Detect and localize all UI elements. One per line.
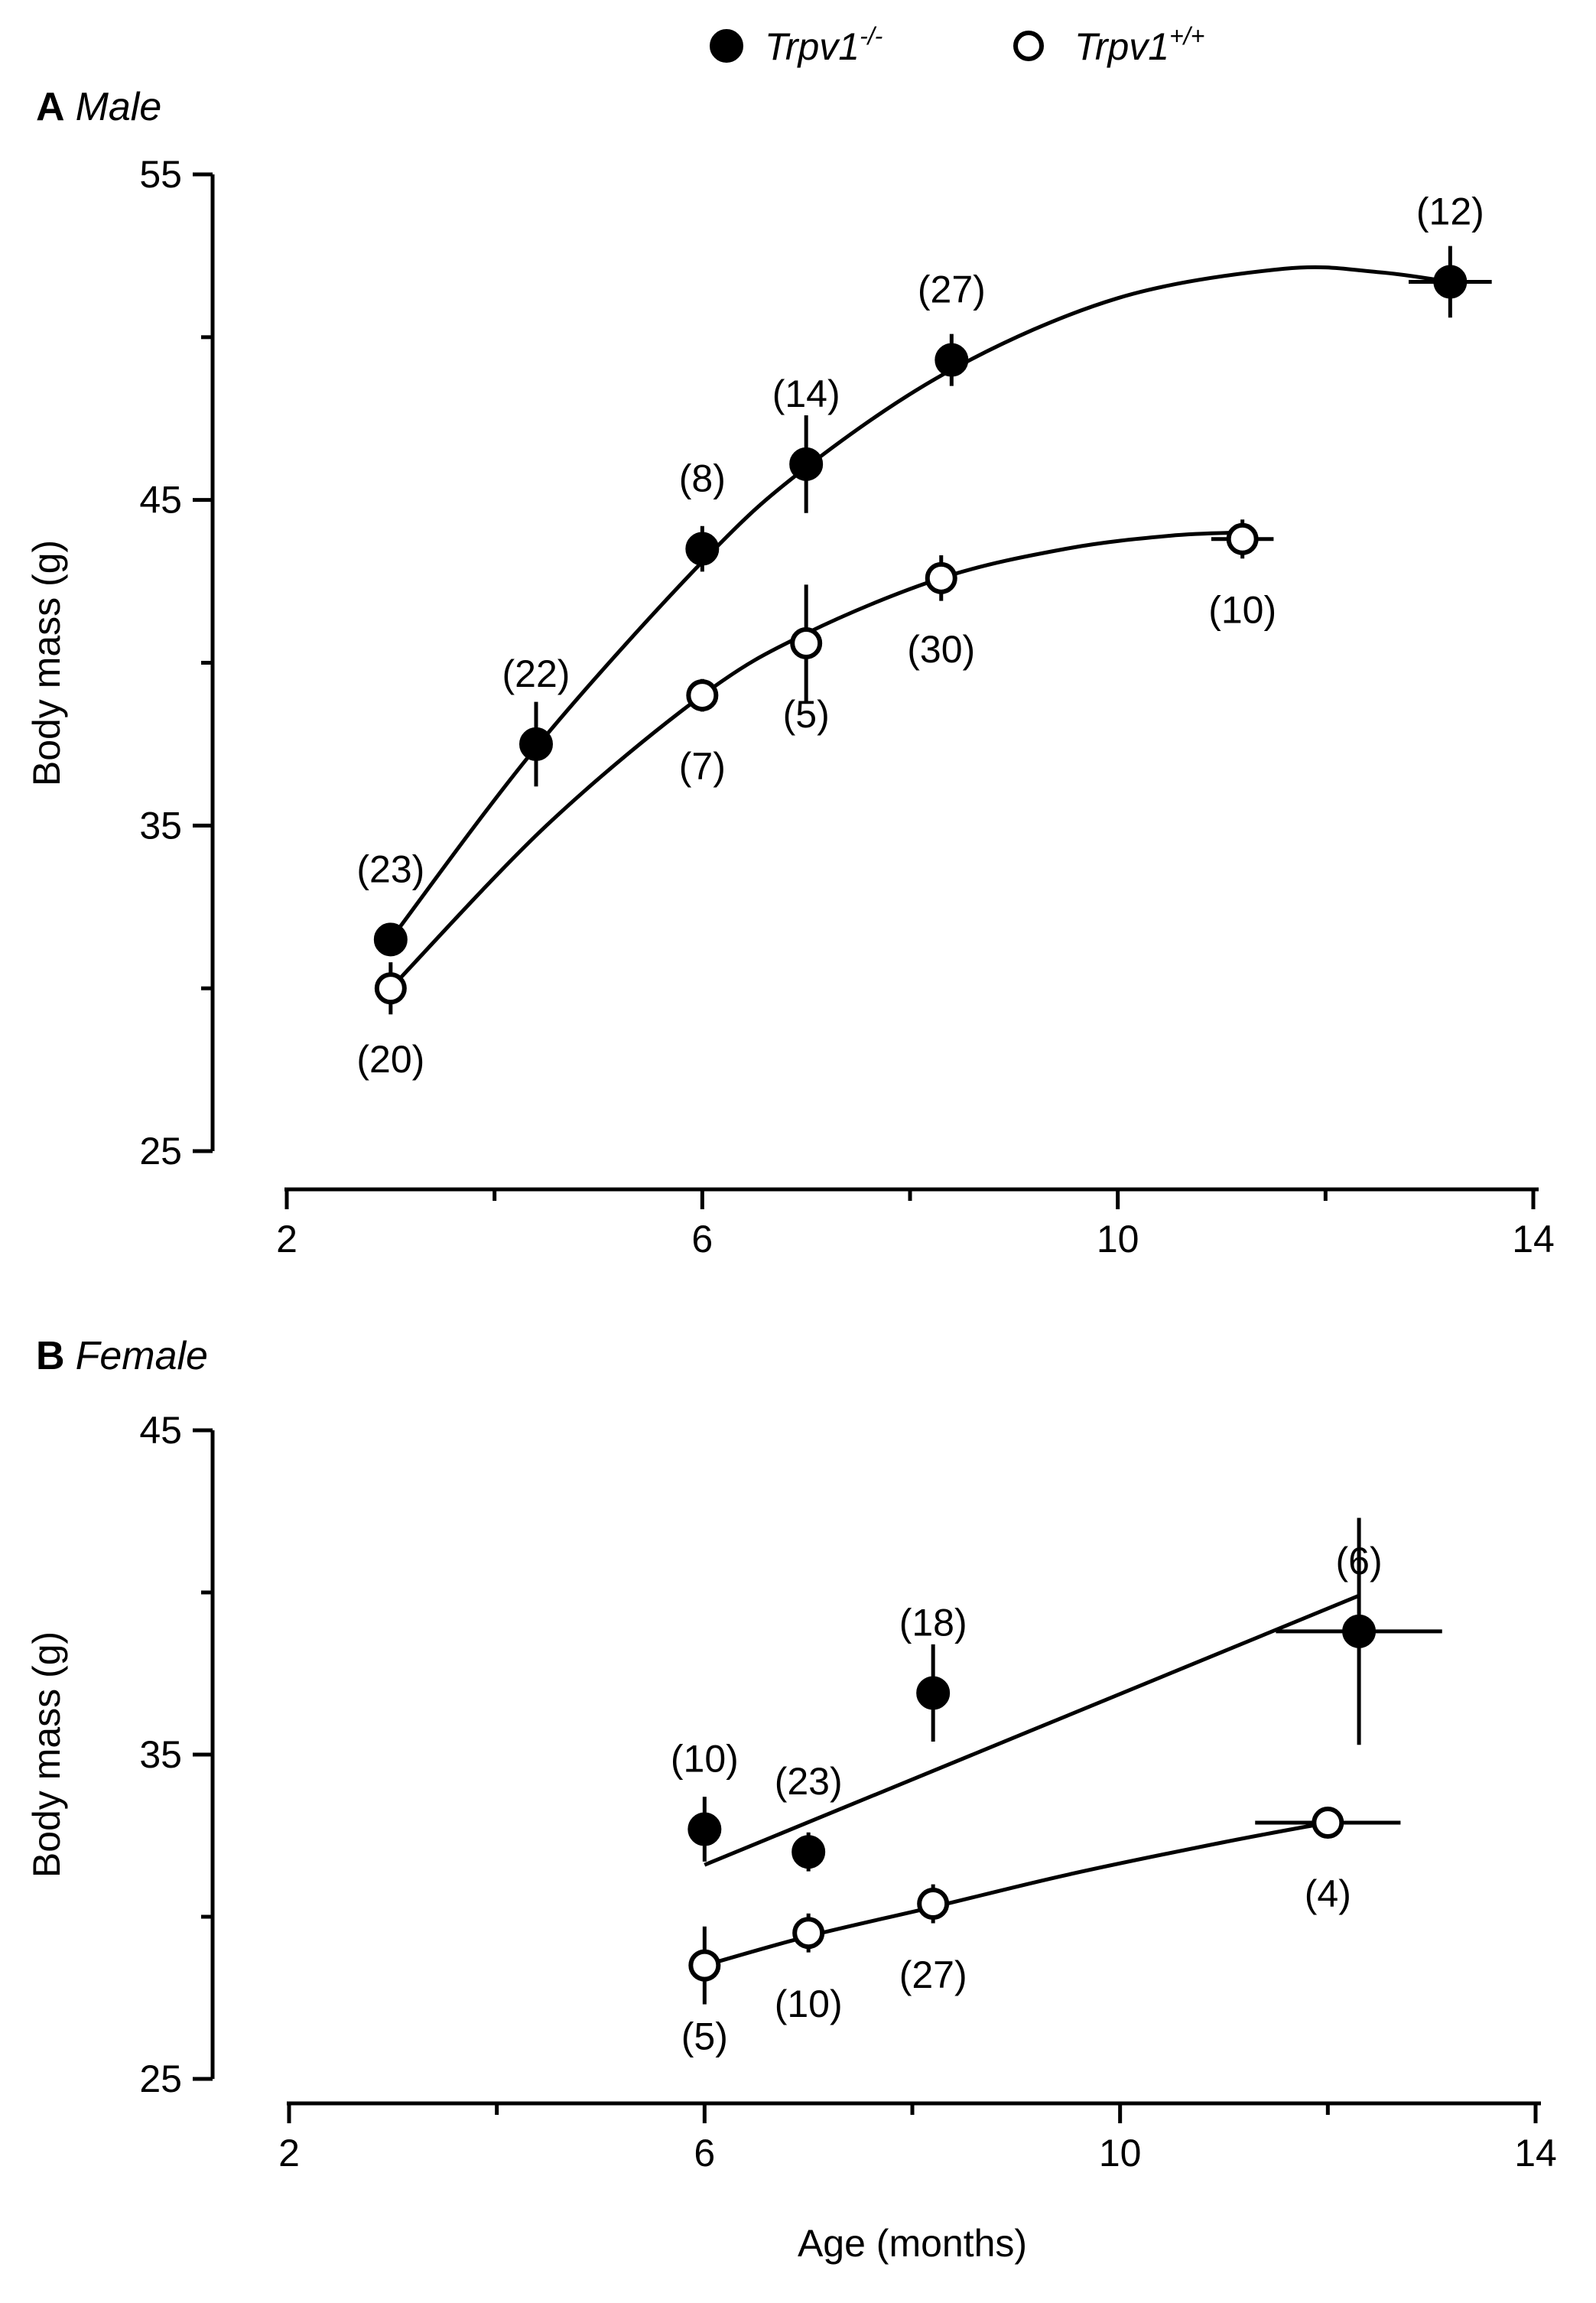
data-point bbox=[1226, 522, 1259, 555]
sample-size-label: (10) bbox=[671, 1738, 739, 1781]
x-tick-label: 6 bbox=[694, 2132, 715, 2175]
data-point bbox=[373, 922, 408, 957]
y-tick-label: 35 bbox=[139, 1733, 182, 1776]
data-point bbox=[925, 561, 957, 594]
sample-size-label: (4) bbox=[1305, 1872, 1351, 1915]
x-tick-label: 14 bbox=[1512, 1218, 1555, 1260]
y-axis-title: Body mass (g) bbox=[25, 540, 68, 786]
panel-label: B Female bbox=[36, 1334, 208, 1378]
y-tick-label: 55 bbox=[139, 153, 182, 196]
panel-label: A Male bbox=[36, 85, 161, 129]
data-point bbox=[688, 1949, 721, 1982]
sample-size-label: (18) bbox=[899, 1601, 967, 1644]
y-tick-label: 25 bbox=[139, 1130, 182, 1173]
x-tick-label: 10 bbox=[1097, 1218, 1139, 1260]
data-point bbox=[519, 727, 553, 761]
sample-size-label: (6) bbox=[1336, 1540, 1383, 1582]
data-point bbox=[686, 679, 719, 712]
series-knockout: (10) (23) (18) (6) bbox=[671, 1517, 1442, 1872]
fit-curve bbox=[388, 530, 1243, 990]
series-knockout: (23) (22) (8) (14) (27) (12) bbox=[356, 190, 1492, 957]
legend-label-knockout: Trpv1-/- bbox=[765, 22, 883, 68]
legend: Trpv1-/- Trpv1+/+ bbox=[710, 22, 1204, 68]
data-point bbox=[935, 343, 969, 377]
x-axis-title: Age (months) bbox=[798, 2222, 1027, 2265]
sample-size-label: (22) bbox=[502, 652, 570, 695]
panel-a-male: A Male 25 35 45 55 Body mass (g) 2 6 10 14 (23) (22)… bbox=[25, 85, 1555, 1260]
sample-size-label: (10) bbox=[1208, 589, 1276, 632]
legend-marker-wildtype bbox=[1013, 31, 1044, 61]
sample-size-label: (27) bbox=[918, 268, 986, 311]
sample-size-label: (7) bbox=[679, 745, 726, 788]
data-point bbox=[1312, 1807, 1344, 1839]
fit-curve bbox=[704, 1593, 1360, 1867]
legend-label-wildtype: Trpv1+/+ bbox=[1074, 22, 1204, 68]
y-axis-title: Body mass (g) bbox=[25, 1631, 68, 1878]
data-point bbox=[1433, 265, 1468, 299]
sample-size-label: (8) bbox=[679, 457, 726, 500]
y-tick-label: 25 bbox=[139, 2057, 182, 2100]
sample-size-label: (23) bbox=[356, 847, 424, 890]
data-point bbox=[685, 532, 720, 566]
sample-size-label: (27) bbox=[899, 1953, 967, 1996]
data-point bbox=[1342, 1614, 1377, 1648]
sample-size-label: (5) bbox=[783, 693, 830, 736]
y-tick-label: 45 bbox=[139, 479, 182, 522]
y-tick-label: 35 bbox=[139, 804, 182, 847]
data-point bbox=[916, 1676, 951, 1710]
series-wildtype: (20) (7) (5) (30) (10) bbox=[356, 519, 1276, 1081]
data-point bbox=[374, 972, 407, 1005]
y-tick-label: 45 bbox=[139, 1409, 182, 1452]
panel-b-female: B Female 25 35 45 Body mass (g) 2 6 10 14 Age (mon… bbox=[25, 1334, 1557, 2265]
data-point bbox=[789, 447, 824, 481]
sample-size-label: (12) bbox=[1416, 190, 1484, 233]
sample-size-label: (20) bbox=[356, 1038, 424, 1081]
data-point bbox=[687, 1812, 722, 1846]
series-wildtype: (5) (10) (27) (4) bbox=[681, 1807, 1401, 2058]
data-point bbox=[917, 1888, 950, 1921]
x-tick-label: 2 bbox=[276, 1218, 297, 1260]
fit-curve bbox=[388, 265, 1451, 941]
legend-marker-knockout bbox=[710, 29, 743, 63]
x-tick-label: 14 bbox=[1514, 2132, 1557, 2175]
x-tick-label: 10 bbox=[1099, 2132, 1142, 2175]
sample-size-label: (5) bbox=[681, 2015, 728, 2058]
sample-size-label: (30) bbox=[907, 628, 975, 671]
sample-size-label: (23) bbox=[775, 1760, 843, 1803]
x-tick-label: 2 bbox=[278, 2132, 300, 2175]
data-point bbox=[790, 626, 823, 659]
sample-size-label: (14) bbox=[772, 372, 840, 415]
data-point bbox=[792, 1917, 825, 1950]
sample-size-label: (10) bbox=[775, 1983, 843, 2025]
x-tick-label: 6 bbox=[691, 1218, 713, 1260]
data-point bbox=[791, 1835, 826, 1869]
